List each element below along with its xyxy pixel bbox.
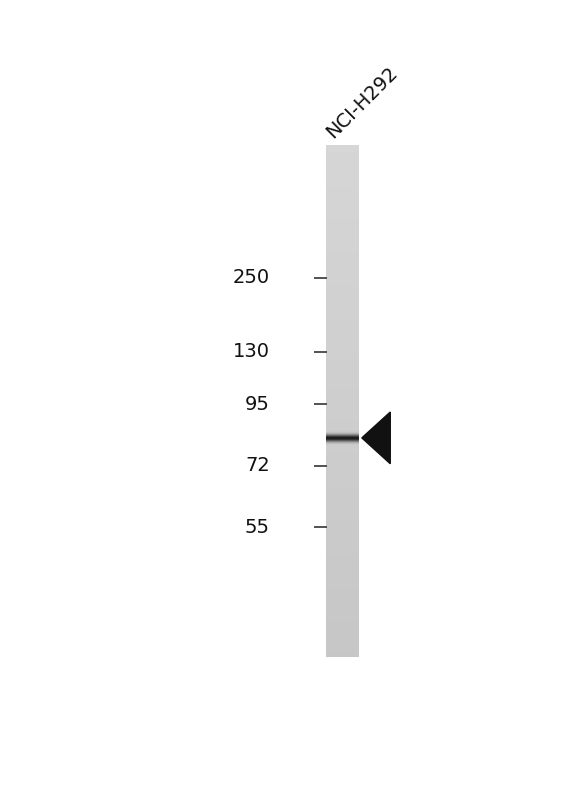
Polygon shape bbox=[362, 412, 390, 464]
Text: 250: 250 bbox=[233, 268, 270, 287]
Text: NCI-H292: NCI-H292 bbox=[322, 63, 401, 142]
Text: 95: 95 bbox=[245, 394, 270, 414]
Text: 130: 130 bbox=[233, 342, 270, 361]
Text: 55: 55 bbox=[245, 518, 270, 537]
Text: 72: 72 bbox=[245, 456, 270, 475]
